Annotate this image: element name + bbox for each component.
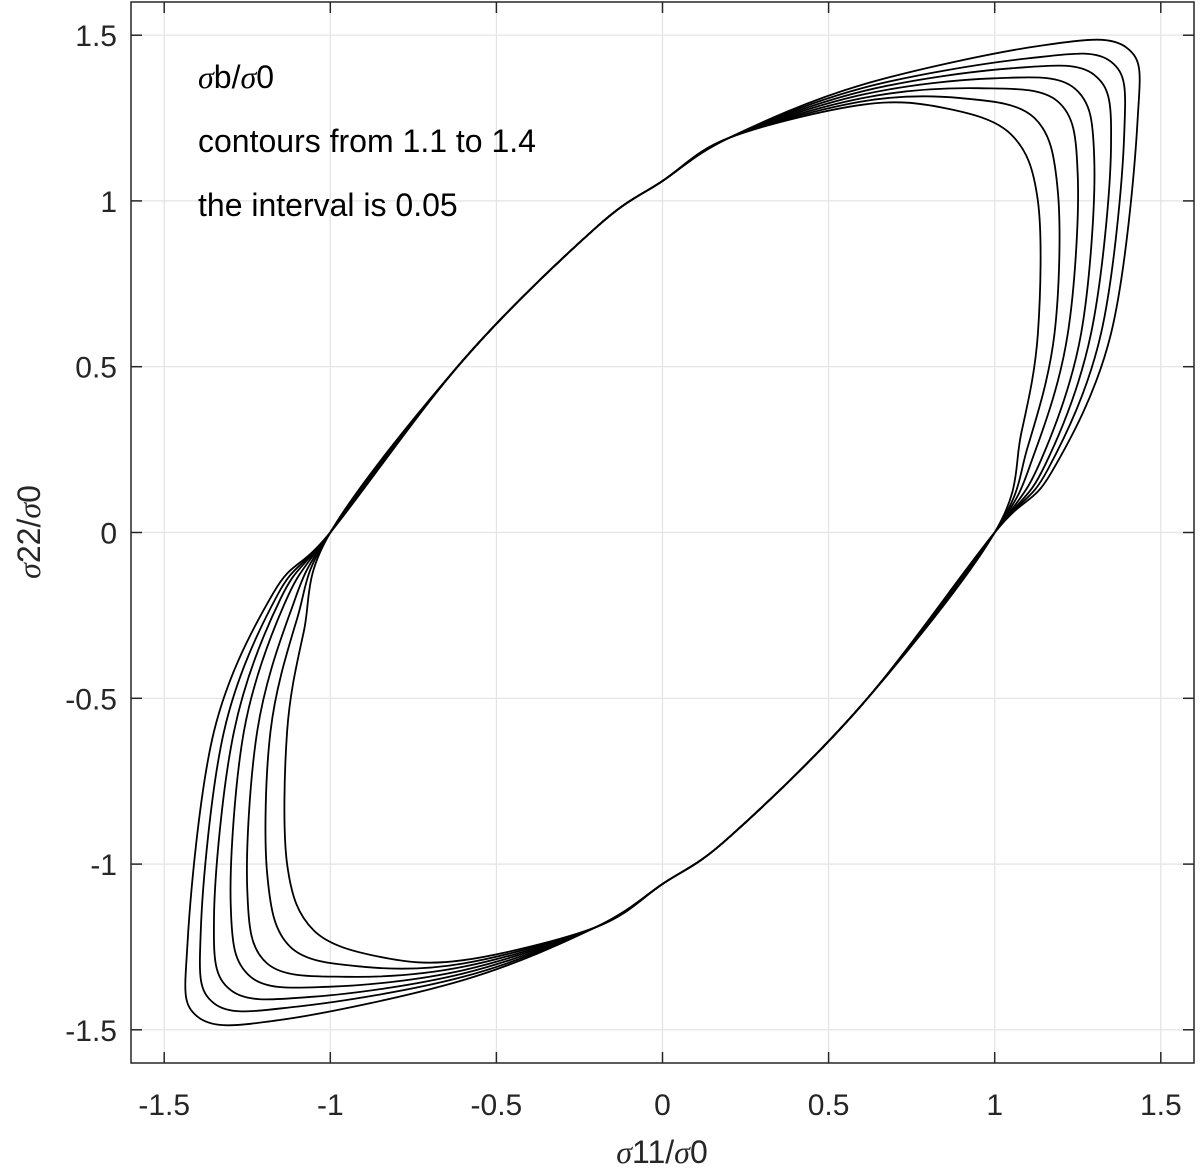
x-tick-label: -0.5 — [471, 1089, 523, 1122]
x-tick-label: 0.5 — [808, 1089, 850, 1122]
x-tick-label: 0 — [654, 1089, 671, 1122]
annotation-sigma-ratio: σb/σ0 — [198, 59, 274, 95]
annotation-interval: the interval is 0.05 — [198, 187, 458, 223]
y-tick-label: -0.5 — [65, 683, 117, 716]
annotation-contour-range: contours from 1.1 to 1.4 — [198, 123, 536, 159]
axis-ticks: -1.5 -1 -0.5 0 0.5 1 1.5 -1.5 -1 -0.5 0 0.5 1 1.5 — [65, 2, 1194, 1122]
x-axis-label: σ11/σ0 — [616, 1134, 707, 1170]
grid — [131, 2, 1194, 1063]
y-tick-label: 0.5 — [75, 352, 117, 385]
x-tick-label: 1 — [986, 1089, 1003, 1122]
contour-lines — [184, 38, 1141, 1027]
y-tick-label: -1 — [90, 849, 117, 882]
y-tick-label: 1.5 — [75, 20, 117, 53]
x-tick-label: 1.5 — [1140, 1089, 1182, 1122]
y-tick-label: -1.5 — [65, 1015, 117, 1048]
y-axis-label: σ22/σ0 — [11, 485, 47, 579]
x-tick-label: -1 — [317, 1089, 344, 1122]
y-tick-label: 0 — [100, 518, 117, 551]
x-tick-label: -1.5 — [138, 1089, 190, 1122]
y-tick-label: 1 — [100, 186, 117, 219]
contour-line-1-4 — [184, 38, 1141, 1027]
